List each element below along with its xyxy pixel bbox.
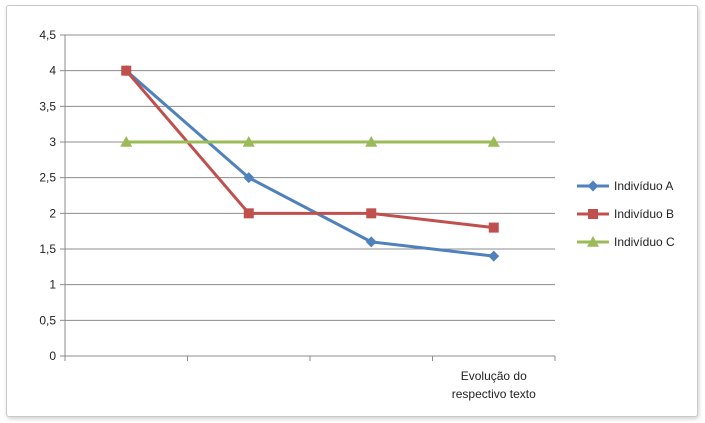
data-point: [487, 136, 500, 147]
series-1: [120, 65, 500, 262]
data-point: [366, 208, 377, 219]
data-point: [365, 236, 377, 248]
legend-label: Indivíduo B: [614, 207, 674, 221]
legend-item: Indivíduo A: [577, 179, 673, 193]
y-tick-label: 0: [49, 349, 56, 363]
y-tick-label: 3: [49, 135, 56, 149]
legend-label: Indivíduo C: [614, 235, 675, 249]
data-point: [243, 208, 254, 219]
y-tick-label: 2,5: [39, 171, 56, 185]
legend: Indivíduo A Indivíduo B Indivíduo C: [577, 179, 675, 249]
series-line: [125, 69, 494, 230]
data-point: [120, 136, 133, 147]
x-axis-label: Evolução do respectivo texto: [452, 369, 536, 401]
legend-label: Indivíduo A: [614, 179, 673, 193]
y-tick-label: 4: [49, 64, 56, 78]
legend-marker: [587, 180, 599, 192]
y-tick-label: 4,5: [39, 28, 56, 42]
data-point: [242, 136, 255, 147]
y-tick-label: 1,5: [39, 242, 56, 256]
series-group: [120, 65, 500, 262]
legend-marker: [587, 236, 599, 247]
series-2: [121, 65, 499, 233]
legend-marker: [588, 209, 598, 219]
data-point: [365, 136, 378, 147]
x-axis-label-line: Evolução do: [461, 369, 527, 383]
data-point: [121, 65, 132, 76]
y-tick-label: 2: [49, 206, 56, 220]
axes: [60, 34, 556, 361]
data-point: [488, 222, 499, 233]
series-line: [125, 69, 494, 258]
y-tick-label: 1: [49, 278, 56, 292]
y-tick-label: 0,5: [39, 313, 56, 327]
y-axis-tick-labels: 0 0,5 1 1,5 2 2,5 3 3,5 4 4,5: [39, 28, 56, 363]
y-tick-label: 3,5: [39, 99, 56, 113]
data-point: [488, 250, 500, 262]
legend-item: Indivíduo B: [577, 207, 674, 221]
x-axis-label-line: respectivo texto: [452, 387, 536, 401]
series-3: [120, 136, 500, 147]
data-point: [243, 172, 255, 184]
gridlines: [65, 34, 555, 321]
legend-item: Indivíduo C: [577, 235, 675, 249]
